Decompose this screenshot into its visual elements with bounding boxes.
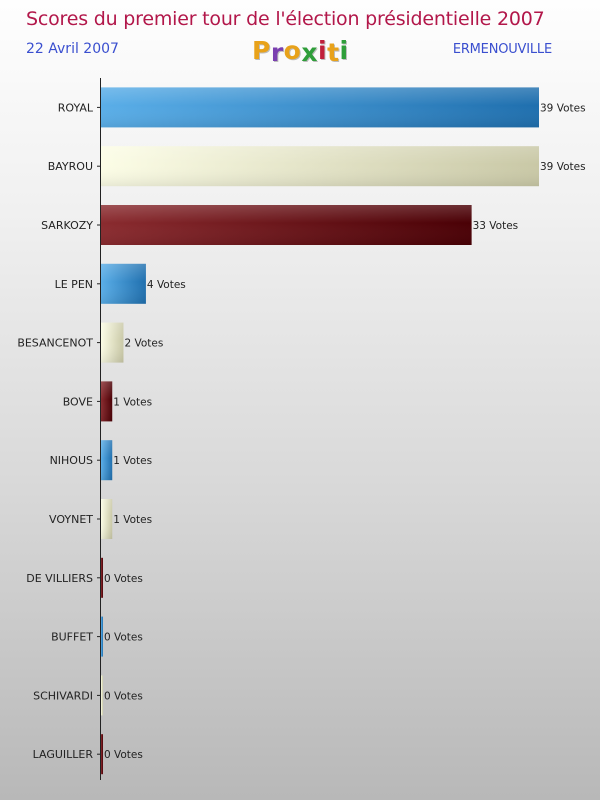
logo-letter: i (318, 36, 328, 65)
election-date: 22 Avril 2007 (26, 41, 119, 57)
value-label: 0 Votes (104, 632, 143, 644)
logo-letter: i (339, 36, 349, 65)
logo-letter: o (283, 36, 302, 65)
logo-letter: t (327, 38, 340, 67)
category-label: BOVE (63, 395, 93, 408)
value-label: 1 Votes (113, 514, 152, 526)
value-label: 0 Votes (104, 690, 143, 702)
proxiti-logo: Proxiti (252, 36, 349, 67)
category-label: LE PEN (55, 278, 93, 291)
bar-schivardi (101, 675, 103, 716)
logo-letter: x (301, 38, 318, 67)
bar-laguiller (101, 734, 103, 775)
category-label: SARKOZY (41, 219, 93, 232)
value-label: 1 Votes (113, 396, 152, 408)
category-label: NIHOUS (50, 454, 93, 467)
category-label: LAGUILLER (33, 748, 94, 761)
value-label: 0 Votes (104, 573, 143, 585)
category-label: BESANCENOT (17, 337, 93, 350)
category-label: ROYAL (58, 101, 94, 114)
bar-highlight (101, 205, 472, 245)
category-label: VOYNET (49, 513, 93, 526)
town-name: ERMENOUVILLE (452, 42, 552, 57)
bar-highlight (101, 263, 146, 304)
bar-buffet (101, 616, 103, 657)
logo-letter: P (252, 36, 271, 65)
bar-highlight (101, 381, 113, 422)
chart-title: Scores du premier tour de l'élection pré… (26, 8, 545, 30)
value-label: 4 Votes (147, 279, 186, 291)
bar-de-villiers (101, 557, 103, 598)
value-label: 2 Votes (124, 338, 163, 350)
value-label: 39 Votes (540, 102, 586, 114)
bar-highlight (101, 87, 539, 128)
bar-group: ROYAL 39 Votes BAYROU 39 Votes SARKOZY 33 Vot… (17, 87, 586, 775)
value-label: 39 Votes (540, 161, 586, 173)
bar-highlight (101, 499, 113, 539)
bar-highlight (101, 146, 539, 187)
category-label: BUFFET (51, 631, 93, 644)
value-label: 33 Votes (473, 220, 519, 232)
logo-letter: r (270, 38, 284, 67)
bar-highlight (101, 440, 113, 481)
value-label: 0 Votes (104, 749, 143, 761)
category-label: SCHIVARDI (33, 689, 93, 702)
value-label: 1 Votes (113, 455, 152, 467)
bar-highlight (101, 322, 124, 363)
category-label: BAYROU (48, 160, 93, 173)
category-label: DE VILLIERS (26, 572, 93, 585)
